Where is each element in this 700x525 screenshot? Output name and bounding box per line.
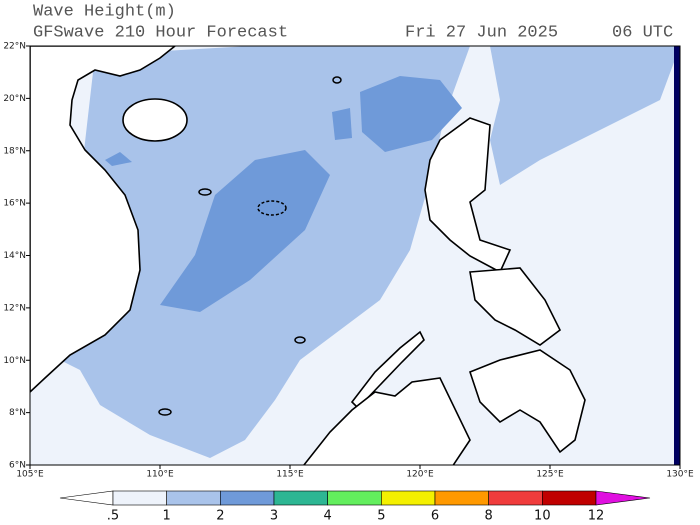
y-tick-label: 10°N bbox=[3, 356, 26, 366]
colorbar-label: 10 bbox=[534, 509, 551, 524]
land-hainan bbox=[122, 98, 188, 142]
colorbar-box bbox=[488, 490, 543, 506]
y-tick-label: 22°N bbox=[3, 42, 26, 52]
colorbar-low bbox=[59, 490, 114, 506]
colorbar-label: 6 bbox=[431, 509, 439, 524]
island bbox=[158, 408, 172, 416]
y-tick-label: 16°N bbox=[3, 199, 26, 209]
colorbar-box bbox=[112, 490, 167, 506]
land-mindanao bbox=[469, 349, 586, 454]
colorbar-box bbox=[434, 490, 489, 506]
colorbar-label: 4 bbox=[324, 509, 332, 524]
y-tick-label: 14°N bbox=[3, 251, 26, 261]
y-tick-label: 20°N bbox=[3, 94, 26, 104]
x-tick-label: 120°E bbox=[406, 470, 434, 480]
colorbar-box bbox=[220, 490, 275, 506]
colorbar-box bbox=[381, 490, 436, 506]
colorbar-label: 2 bbox=[216, 509, 224, 524]
colorbar-label: 3 bbox=[270, 509, 278, 524]
y-tick-label: 18°N bbox=[3, 146, 26, 156]
island bbox=[332, 76, 342, 84]
colorbar-box bbox=[327, 490, 382, 506]
map bbox=[29, 45, 681, 466]
x-tick-label: 115°E bbox=[276, 470, 304, 480]
wave-zone-1-2 bbox=[490, 46, 680, 185]
x-tick-label: 105°E bbox=[16, 470, 44, 480]
title: Wave Height(m) bbox=[33, 2, 176, 21]
y-tick-label: 8°N bbox=[9, 408, 26, 418]
time: 06 UTC bbox=[612, 23, 673, 42]
colorbar-box bbox=[542, 490, 597, 506]
y-tick-label: 12°N bbox=[3, 303, 26, 313]
date: Fri 27 Jun 2025 bbox=[405, 23, 558, 42]
land-indochina bbox=[30, 46, 177, 394]
land-visayas bbox=[469, 267, 562, 346]
wave-zone-2-3 bbox=[105, 152, 132, 166]
colorbar-box bbox=[166, 490, 221, 506]
x-tick-label: 110°E bbox=[146, 470, 174, 480]
colorbar-high bbox=[595, 490, 651, 506]
land-borneo bbox=[302, 377, 471, 465]
x-tick-label: 130°E bbox=[666, 470, 694, 480]
subtitle: GFSwave 210 Hour Forecast bbox=[33, 23, 288, 42]
wave-zone-2-3 bbox=[160, 150, 330, 312]
island bbox=[294, 336, 306, 344]
wave-zone-2-3 bbox=[332, 108, 352, 140]
land-luzon bbox=[424, 117, 512, 274]
colorbar-label: 8 bbox=[485, 509, 493, 524]
colorbar-label: .5 bbox=[107, 509, 119, 524]
edge-bar bbox=[674, 46, 680, 465]
island bbox=[198, 188, 212, 196]
wave-zone-2-3 bbox=[360, 76, 462, 152]
island-reef bbox=[257, 200, 287, 216]
y-tick-label: 6°N bbox=[9, 461, 26, 471]
colorbar-label: 5 bbox=[377, 509, 385, 524]
colorbar-box bbox=[273, 490, 328, 506]
x-tick-label: 125°E bbox=[536, 470, 564, 480]
colorbar-label: 1 bbox=[163, 509, 171, 524]
colorbar-label: 12 bbox=[588, 509, 605, 524]
